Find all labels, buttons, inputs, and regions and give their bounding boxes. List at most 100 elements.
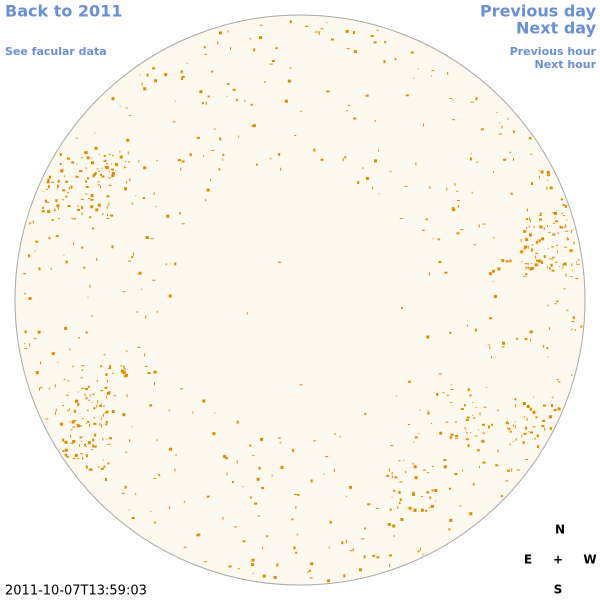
facula	[539, 225, 543, 229]
facula	[552, 212, 554, 215]
facula	[74, 453, 78, 457]
facula	[512, 440, 514, 442]
facula	[523, 275, 527, 277]
back-link[interactable]: Back to 2011	[5, 2, 122, 21]
next-day-link[interactable]: Next day	[516, 19, 597, 38]
facula	[452, 207, 455, 208]
facula	[289, 20, 292, 24]
facula	[520, 250, 524, 254]
facula	[539, 218, 542, 221]
facula	[261, 487, 265, 489]
facula	[125, 161, 127, 163]
facula	[383, 60, 386, 64]
facula	[156, 160, 158, 162]
facula	[180, 70, 183, 74]
facula	[81, 206, 84, 210]
facula	[91, 157, 93, 159]
facula	[126, 138, 130, 142]
facula	[121, 492, 125, 494]
facula	[436, 393, 439, 396]
facula	[547, 179, 549, 181]
facula	[456, 190, 459, 192]
facula	[102, 437, 104, 441]
facula	[63, 254, 65, 256]
facula	[105, 166, 109, 169]
facula	[158, 474, 161, 477]
compass-center: +	[553, 553, 563, 567]
facula	[450, 402, 453, 403]
facula	[511, 468, 513, 472]
next-hour-link[interactable]: Next hour	[535, 58, 597, 71]
facula	[67, 380, 70, 382]
facula	[273, 575, 277, 579]
facula	[460, 229, 464, 231]
facula	[418, 432, 420, 434]
previous-hour-link[interactable]: Previous hour	[510, 45, 597, 58]
facula	[445, 421, 449, 423]
facula	[556, 300, 559, 303]
facula	[87, 177, 89, 180]
facula	[364, 527, 366, 530]
facula	[403, 460, 405, 462]
facula	[101, 175, 105, 178]
facula	[79, 444, 81, 447]
facula	[91, 161, 94, 165]
facula	[72, 426, 76, 428]
facula	[389, 554, 393, 557]
facula	[410, 51, 414, 54]
facula	[79, 170, 83, 173]
facula	[56, 184, 59, 188]
facula	[64, 440, 68, 444]
facula	[299, 110, 302, 112]
facula	[523, 416, 525, 418]
facula	[77, 209, 81, 211]
facula	[119, 105, 121, 107]
facula	[59, 422, 63, 426]
facula	[280, 465, 284, 469]
facula	[469, 394, 472, 397]
facula	[231, 481, 234, 483]
facula	[35, 240, 39, 243]
facula	[237, 568, 240, 570]
facula	[339, 435, 341, 438]
facula	[39, 387, 40, 391]
facula	[54, 208, 56, 212]
facula	[92, 438, 95, 442]
facula	[488, 343, 490, 346]
facula	[125, 451, 128, 453]
facula	[481, 439, 485, 443]
facula	[124, 485, 127, 489]
facula	[399, 218, 403, 220]
facula	[129, 439, 131, 443]
facula	[89, 216, 92, 219]
facula	[214, 412, 216, 414]
facula	[219, 31, 222, 35]
facula	[211, 70, 214, 73]
facula	[372, 554, 376, 557]
facula	[550, 263, 553, 267]
previous-day-link[interactable]: Previous day	[480, 2, 597, 21]
facula	[145, 315, 147, 319]
facula	[309, 577, 313, 579]
facula	[102, 459, 104, 461]
facula	[491, 355, 493, 359]
facula	[55, 408, 57, 412]
facula	[528, 430, 530, 432]
facular-link[interactable]: See facular data	[5, 45, 107, 58]
facula	[32, 220, 34, 224]
facula	[271, 474, 273, 477]
facula	[87, 385, 90, 388]
facula	[242, 486, 244, 488]
timestamp: 2011-10-07T13:59:03	[5, 584, 147, 599]
facula	[397, 506, 399, 509]
facula	[562, 204, 565, 206]
facula	[475, 97, 478, 101]
facula	[85, 465, 88, 469]
facula	[422, 469, 426, 471]
facula	[100, 390, 104, 392]
facula	[126, 350, 128, 353]
facula	[465, 438, 469, 441]
facula	[501, 346, 505, 348]
facula	[393, 489, 396, 492]
